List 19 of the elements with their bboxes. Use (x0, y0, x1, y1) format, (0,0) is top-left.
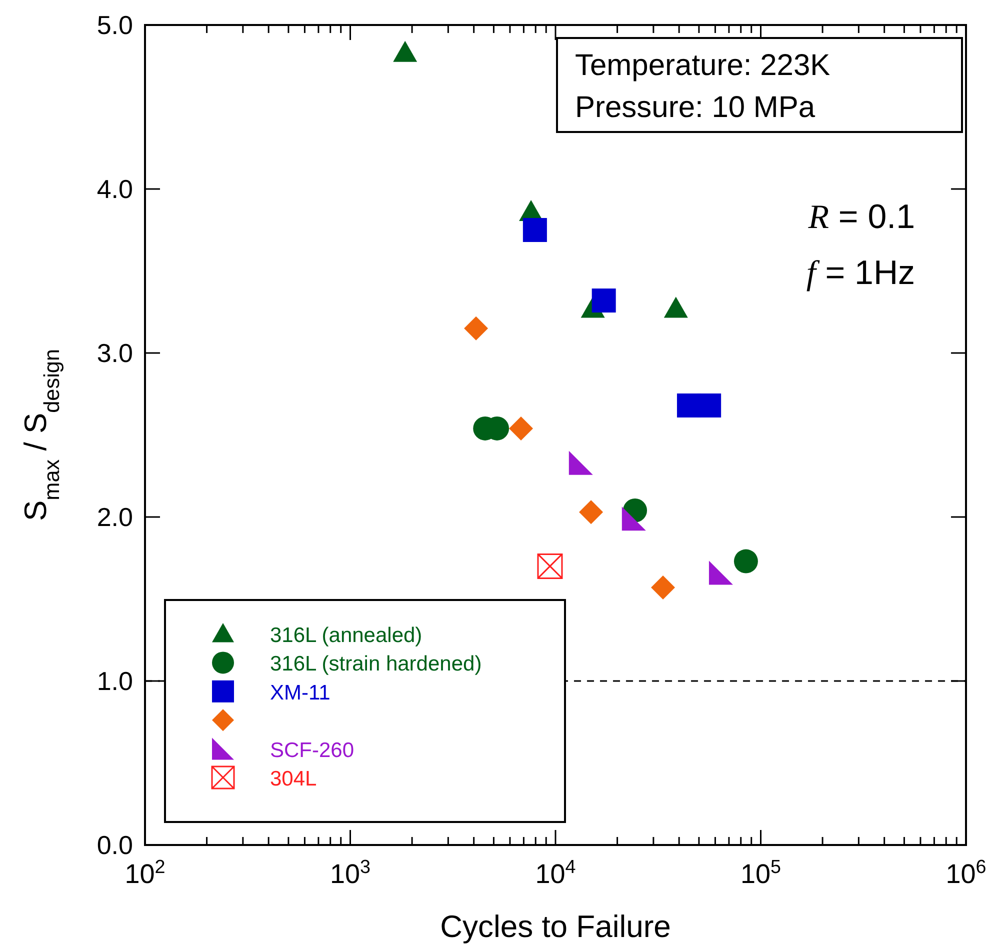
annotation: Temperature: 223K (575, 49, 830, 82)
legend-label: SCF-260 (270, 738, 354, 762)
x-tick-label: 10$^{6}$ (946, 856, 986, 889)
legend-label: 316L (strain hardened) (270, 652, 482, 676)
x-axis-title: Cycles to Failure (440, 909, 671, 944)
legend-label: 304L (270, 768, 317, 790)
y-tick-label: 2.0 (96, 502, 133, 532)
x-tick-label: 10$^{3}$ (330, 856, 371, 889)
x-tick-label: 10$^{5}$ (740, 856, 782, 889)
y-tick-label: 1.0 (96, 666, 133, 696)
y-tick-label: 4.0 (96, 174, 133, 204)
y-tick-label: 3.0 (96, 338, 133, 368)
annotation: f = 1Hz (806, 254, 915, 292)
annotation: Pressure: 10 MPa (575, 91, 816, 124)
annotation: R = 0.1 (807, 198, 915, 236)
legend-label: 316L (annealed) (270, 624, 422, 647)
legend-label: XM-11 (270, 681, 330, 704)
x-tick-label: 10$^{4}$ (535, 856, 576, 889)
y-tick-label: 5.0 (96, 10, 133, 40)
